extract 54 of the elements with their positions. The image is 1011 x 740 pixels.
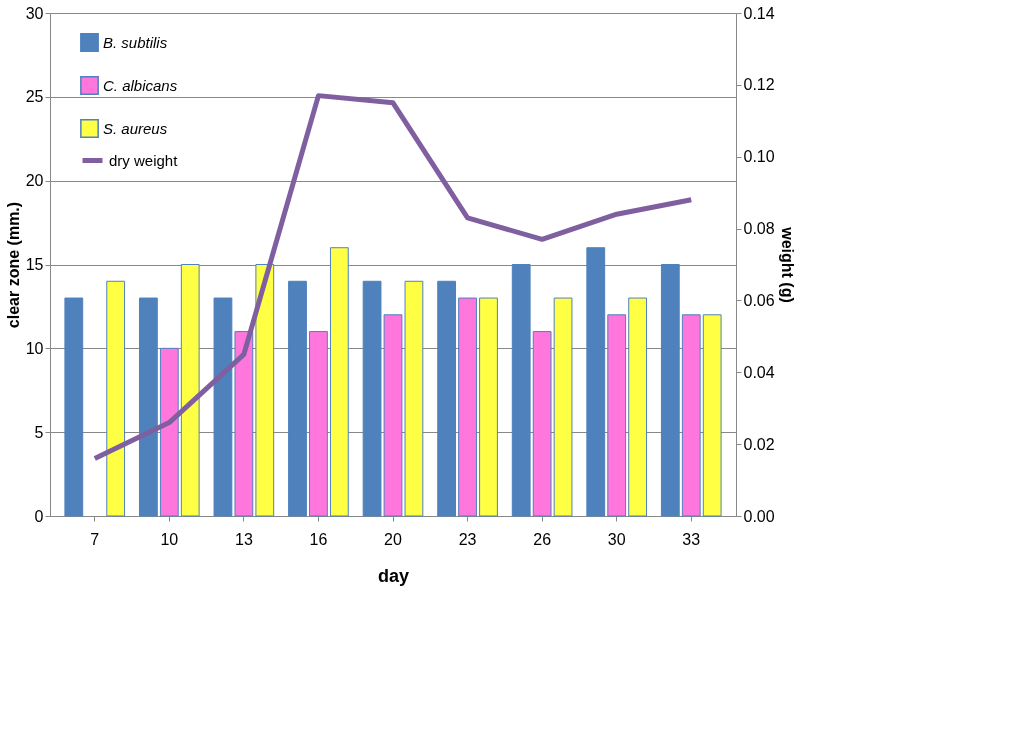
y2-axis-title: weight (g) [778, 226, 796, 303]
y2-tick-label: 0.06 [743, 291, 775, 309]
bar [511, 264, 531, 517]
bar [213, 297, 233, 517]
y-tick-label: 25 [25, 88, 44, 106]
bar [586, 247, 606, 517]
x-tick-label: 16 [309, 530, 328, 548]
x-tick-label: 23 [458, 530, 477, 548]
legend-label: S. aureus [103, 119, 168, 137]
y2-tick-label: 0.02 [743, 435, 775, 453]
y2-tick-label: 0.04 [743, 363, 775, 381]
x-tick-label: 33 [682, 530, 701, 548]
bar [234, 331, 254, 517]
bar [180, 264, 200, 517]
bar [532, 331, 552, 517]
y-tick-label: 15 [25, 256, 44, 273]
bar [681, 314, 701, 517]
bar [329, 247, 349, 517]
x-tick-label: 10 [160, 530, 179, 548]
bar [628, 297, 648, 517]
y-tick-label: 30 [25, 4, 44, 22]
x-tick-label: 20 [384, 530, 402, 548]
y-tick-label: 5 [34, 423, 44, 441]
x-tick-label: 13 [234, 530, 253, 548]
y2-tick-label: 0.12 [743, 76, 775, 94]
legend-label: B. subtilis [103, 33, 168, 51]
bar [255, 264, 275, 517]
y2-tick-label: 0.00 [743, 507, 775, 525]
y-axis-title: clear zone (mm.) [4, 201, 22, 329]
y2-tick-label: 0.14 [743, 4, 775, 22]
bar [660, 264, 680, 517]
bar [479, 297, 498, 517]
x-tick-label: 7 [90, 530, 100, 548]
x-axis-title: day [377, 565, 410, 586]
legend-label: dry weight [109, 151, 179, 169]
y2-tick-label: 0.08 [743, 220, 775, 238]
x-tick-label: 26 [533, 530, 552, 548]
legend-label: C. albicans [103, 76, 178, 94]
y-tick-label: 20 [25, 172, 44, 190]
y-tick-label: 10 [25, 339, 44, 357]
bar [437, 280, 457, 517]
bar [138, 297, 158, 517]
bar [702, 314, 722, 517]
bar [553, 297, 573, 517]
bar [106, 280, 126, 517]
bar [64, 297, 84, 517]
bar [159, 347, 179, 517]
bar [288, 280, 307, 517]
x-tick-label: 30 [607, 530, 626, 548]
bar [607, 314, 627, 517]
bar [309, 331, 328, 517]
bar [458, 297, 477, 517]
y2-tick-label: 0.10 [743, 148, 775, 166]
y-tick-label: 0 [34, 507, 44, 525]
